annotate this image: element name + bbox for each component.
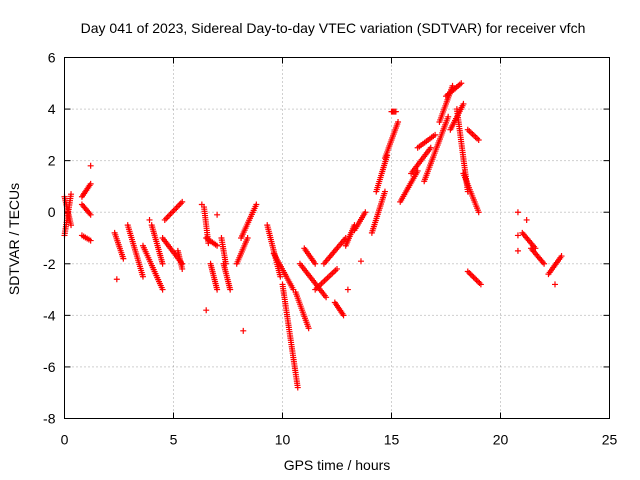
x-axis-label: GPS time / hours — [284, 457, 391, 473]
data-point — [541, 260, 548, 267]
data-point — [472, 275, 479, 282]
data-point — [244, 235, 251, 241]
data-point — [427, 144, 434, 151]
data-point — [460, 100, 467, 107]
data-point — [159, 260, 166, 267]
data-point — [179, 198, 186, 205]
data-point — [198, 201, 205, 208]
x-tick-label: 15 — [384, 432, 400, 448]
data-point — [323, 294, 330, 301]
y-tick-label: 4 — [48, 101, 56, 117]
data-point — [240, 327, 247, 334]
y-tick-label: -6 — [43, 359, 56, 375]
x-tick-label: 25 — [602, 432, 618, 448]
data-point — [362, 209, 369, 216]
data-point — [68, 222, 75, 229]
y-tick-label: 2 — [48, 153, 56, 169]
data-point — [120, 255, 127, 262]
x-tick-label: 5 — [170, 432, 178, 448]
data-point — [467, 271, 474, 278]
data-point — [179, 265, 186, 272]
data-point — [432, 131, 439, 138]
data-point — [340, 312, 347, 319]
x-tick-label: 0 — [61, 432, 69, 448]
data-point — [253, 201, 260, 208]
data-point — [474, 278, 481, 285]
x-tick-label: 20 — [493, 432, 509, 448]
data-point — [466, 269, 473, 276]
data-point — [395, 118, 402, 125]
data-point — [514, 232, 521, 239]
x-tick-label: 10 — [275, 432, 291, 448]
data-point — [214, 286, 221, 293]
data-point — [113, 276, 120, 283]
y-tick-label: 0 — [48, 204, 56, 220]
plot-frame — [64, 57, 610, 419]
data-point — [392, 108, 399, 115]
data-point — [473, 277, 480, 284]
data-point — [475, 137, 482, 144]
data-point — [87, 237, 94, 244]
data-point — [334, 265, 340, 272]
data-point — [312, 260, 319, 267]
data-point — [552, 281, 558, 288]
data-point — [514, 209, 521, 216]
data-point — [214, 211, 221, 218]
data-point — [214, 242, 221, 249]
y-axis-label: SDTVAR / TECUs — [6, 183, 22, 295]
y-tick-label: -8 — [43, 411, 56, 427]
data-point — [159, 286, 166, 293]
data-point — [277, 273, 284, 280]
data-point — [464, 268, 471, 275]
y-tick-label: 6 — [48, 50, 56, 66]
data-point — [139, 273, 146, 280]
data-point — [227, 286, 234, 293]
data-point — [203, 307, 210, 314]
data-point — [470, 274, 477, 281]
data-point — [87, 162, 94, 169]
data-point — [514, 247, 521, 254]
data-point — [477, 281, 484, 288]
data-point — [476, 279, 483, 286]
data-point — [558, 253, 565, 260]
data-point — [445, 113, 452, 120]
data-point — [475, 209, 482, 216]
data-point — [381, 188, 388, 195]
grid — [64, 57, 610, 419]
y-tick-label: -2 — [43, 256, 56, 272]
data-point — [146, 216, 153, 223]
data-point — [458, 80, 465, 87]
data-point — [294, 384, 301, 391]
data-point — [87, 180, 94, 187]
data-point — [523, 216, 530, 223]
chart-title: Day 041 of 2023, Sidereal Day-to-day VTE… — [81, 20, 586, 36]
data-points — [61, 80, 565, 391]
data-point — [357, 258, 364, 265]
data-point — [68, 191, 75, 198]
data-point — [87, 211, 94, 218]
data-point — [469, 272, 476, 279]
y-tick-label: -4 — [43, 307, 56, 323]
data-point — [344, 286, 351, 293]
data-point — [305, 325, 312, 332]
